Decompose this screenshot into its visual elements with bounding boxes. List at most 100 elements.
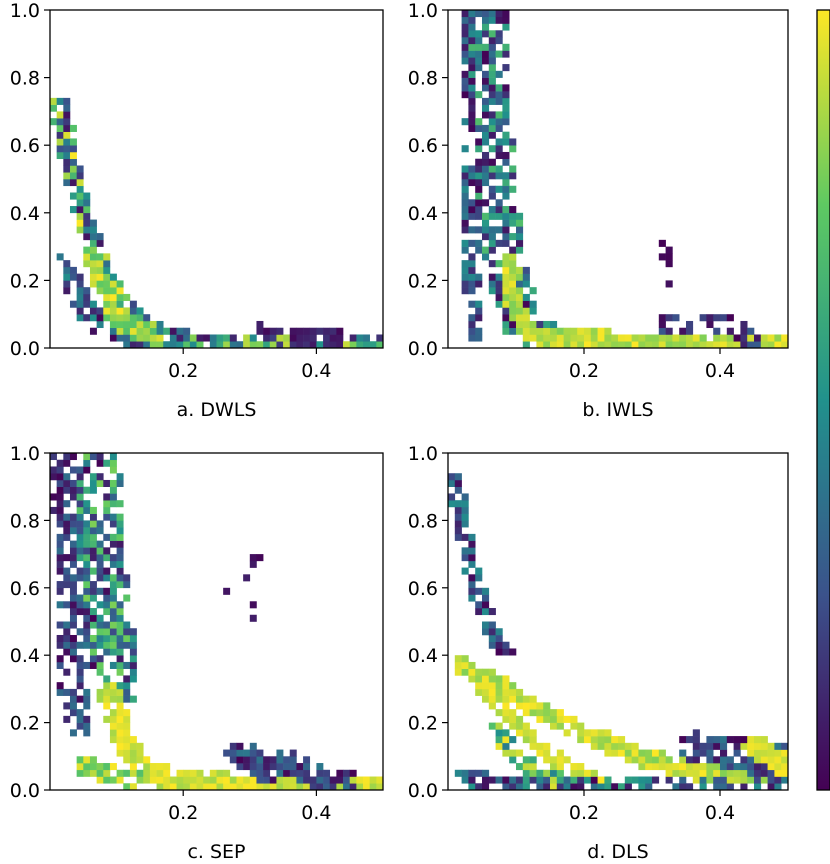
heatmap-cell (256, 327, 264, 335)
heatmap-cell (475, 145, 483, 153)
heatmap-cell (509, 736, 517, 744)
heatmap-cell (502, 50, 510, 58)
heatmap-cell (296, 783, 304, 791)
heatmap-cell (638, 776, 646, 784)
heatmap-cell (488, 57, 496, 65)
heatmap-cell (482, 675, 490, 683)
heatmap-cell (495, 70, 503, 78)
heatmap-cell (83, 459, 91, 467)
heatmap-cell (363, 334, 370, 342)
heatmap-cell (109, 763, 117, 771)
heatmap-cell (516, 763, 524, 771)
heatmap-cell (679, 763, 687, 771)
heatmap-cell (516, 226, 524, 234)
heatmap-cell (103, 621, 111, 629)
heatmap-cell (720, 783, 728, 791)
heatmap-cell (76, 466, 84, 474)
heatmap-cell (740, 763, 748, 771)
heatmap-cell (63, 165, 71, 173)
heatmap-cell (249, 334, 257, 342)
heatmap-cell (509, 314, 517, 322)
heatmap-cell (76, 715, 84, 723)
heatmap-cell (760, 763, 768, 771)
heatmap-cell (488, 273, 496, 281)
heatmap-cell (50, 466, 57, 474)
heatmap-cell (550, 327, 558, 335)
heatmap-cell (536, 742, 544, 750)
heatmap-cell (475, 226, 483, 234)
heatmap-cell (83, 486, 91, 494)
heatmap-cell (590, 334, 598, 342)
heatmap-cell (516, 233, 524, 241)
heatmap-cell (89, 239, 97, 247)
heatmap-cell (109, 554, 117, 562)
heatmap-cell (767, 756, 775, 764)
heatmap-cell (686, 783, 694, 791)
heatmap-cell (468, 77, 476, 85)
heatmap-cell (454, 527, 462, 535)
heatmap-cell (63, 138, 71, 146)
heatmap-cell (363, 341, 370, 349)
heatmap-cell (488, 70, 496, 78)
heatmap-cell (475, 212, 483, 220)
heatmap-cell (69, 138, 77, 146)
heatmap-cell (63, 453, 71, 461)
heatmap-cell (461, 668, 469, 676)
heatmap-cell (604, 736, 612, 744)
heatmap-cell (658, 334, 666, 342)
heatmap-cell (448, 500, 456, 508)
heatmap-cell (495, 50, 503, 58)
heatmap-cell (475, 273, 483, 281)
heatmap-cell (522, 722, 530, 730)
heatmap-cell (56, 513, 64, 521)
heatmap-cell (502, 314, 510, 322)
heatmap-cell (522, 695, 530, 703)
y-tick-label: 0.6 (408, 135, 438, 157)
heatmap-cell (103, 634, 111, 643)
heatmap-cell (256, 341, 264, 349)
heatmap-cell (123, 641, 131, 649)
heatmap-cell (454, 513, 462, 521)
heatmap-cell (516, 749, 524, 757)
heatmap-cell (96, 621, 104, 629)
heatmap-cell (781, 341, 789, 349)
heatmap-cell (156, 327, 164, 335)
heatmap-cell (509, 776, 517, 784)
heatmap-cell (720, 736, 728, 744)
heatmap-cell (461, 554, 469, 562)
heatmap-cell (149, 776, 157, 784)
heatmap-cell (143, 341, 151, 349)
heatmap-cell (475, 30, 483, 38)
heatmap-cell (116, 473, 124, 481)
heatmap-cell (522, 307, 530, 315)
heatmap-cell (216, 334, 224, 342)
heatmap-cell (156, 763, 164, 771)
heatmap-cell (482, 601, 490, 609)
y-tick-label: 0.0 (10, 338, 40, 360)
heatmap-cell (495, 124, 503, 132)
heatmap-cell (618, 783, 626, 791)
heatmap-cell (482, 688, 490, 696)
heatmap-cell (283, 334, 291, 342)
y-tick-label: 0.8 (10, 510, 40, 532)
heatmap-cell (461, 239, 469, 247)
heatmap-cell (495, 287, 503, 295)
heatmap-cell (706, 320, 714, 329)
heatmap-cell (303, 327, 311, 335)
heatmap-cell (289, 327, 297, 335)
heatmap-cell (56, 493, 64, 501)
heatmap-cell (461, 287, 469, 295)
heatmap-cell (774, 763, 782, 771)
heatmap-cell (563, 776, 571, 784)
heatmap-cell (645, 783, 653, 791)
heatmap-cell (129, 769, 137, 777)
heatmap-cell (468, 30, 476, 38)
heatmap-cell (550, 756, 558, 764)
heatmap-cell (116, 581, 124, 589)
heatmap-cell (536, 702, 544, 710)
heatmap-cell (76, 722, 84, 730)
heatmap-cell (216, 776, 224, 784)
heatmap-cell (740, 327, 748, 335)
heatmap-cell (543, 320, 551, 329)
heatmap-cell (76, 219, 84, 227)
